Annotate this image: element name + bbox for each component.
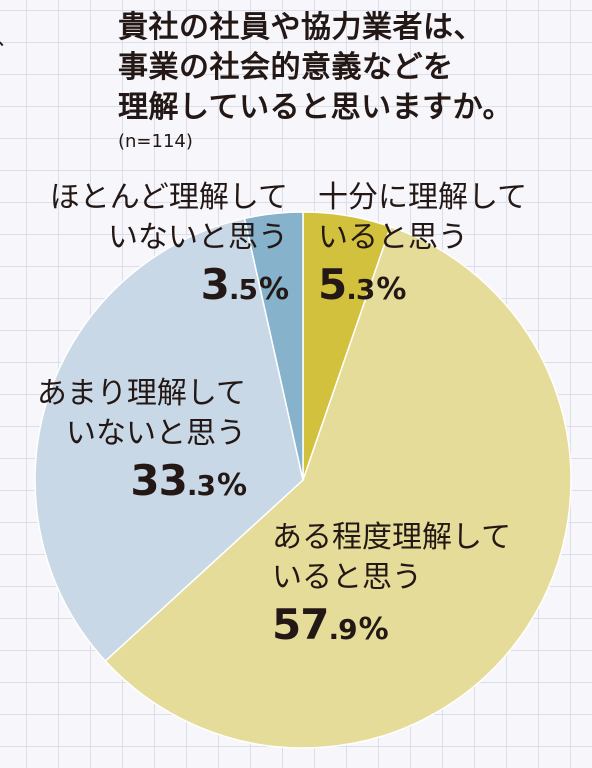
chart-title: 貴社の社員や協力業者は、 事業の社会的意義などを 理解していると思いますか。 (… [118,8,578,154]
slice-label-line: ある程度理解して [272,520,512,555]
slice-percent: 57.9% [272,598,511,657]
slice-percent: 3.5% [30,258,289,317]
slice-label-somewhat-understand: ある程度理解して いると思う 57.9% [272,518,511,657]
slice-label-fully-understand: 十分に理解して いると思う 5.3% [318,178,527,317]
slice-label-line: いると思う [272,560,422,595]
slice-somewhat-understand [104,225,572,749]
slice-label-line: いないと思う [108,220,288,255]
percent-dec: .5 [228,273,258,306]
title-line-3: 理解していると思いますか。 [118,90,513,125]
slice-not-much-understand [34,217,304,663]
slice-percent: 33.3% [14,454,247,513]
slice-percent: 5.3% [318,258,527,317]
percent-unit: % [358,612,389,647]
percent-dec: .3 [346,273,375,306]
slice-hardly-understand [243,211,304,481]
slice-label-line: いないと思う [66,416,246,451]
slice-label-line: ほとんど理解して [49,180,288,215]
slice-label-line: あまり理解して [36,376,246,411]
slice-label-line: いると思う [318,220,468,255]
slice-label-not-much-understand: あまり理解して いないと思う 33.3% [14,374,247,513]
title-line-2: 事業の社会的意義などを [118,50,454,85]
percent-unit: % [216,468,247,503]
slice-label-line: 十分に理解して [318,180,528,215]
percent-int: 5 [318,260,347,309]
percent-unit: % [258,272,289,307]
percent-int: 57 [272,600,329,649]
title-line-1: 貴社の社員や協力業者は、 [118,10,484,45]
percent-dec: .9 [328,613,357,646]
percent-int: 3 [200,260,230,309]
percent-unit: % [376,272,406,307]
slice-label-hardly-understand: ほとんど理解して いないと思う 3.5% [30,178,289,317]
sample-size: (n=114) [118,131,193,152]
percent-dec: .3 [186,469,216,502]
corner-mark: 、 [0,20,18,52]
percent-int: 33 [130,456,187,505]
